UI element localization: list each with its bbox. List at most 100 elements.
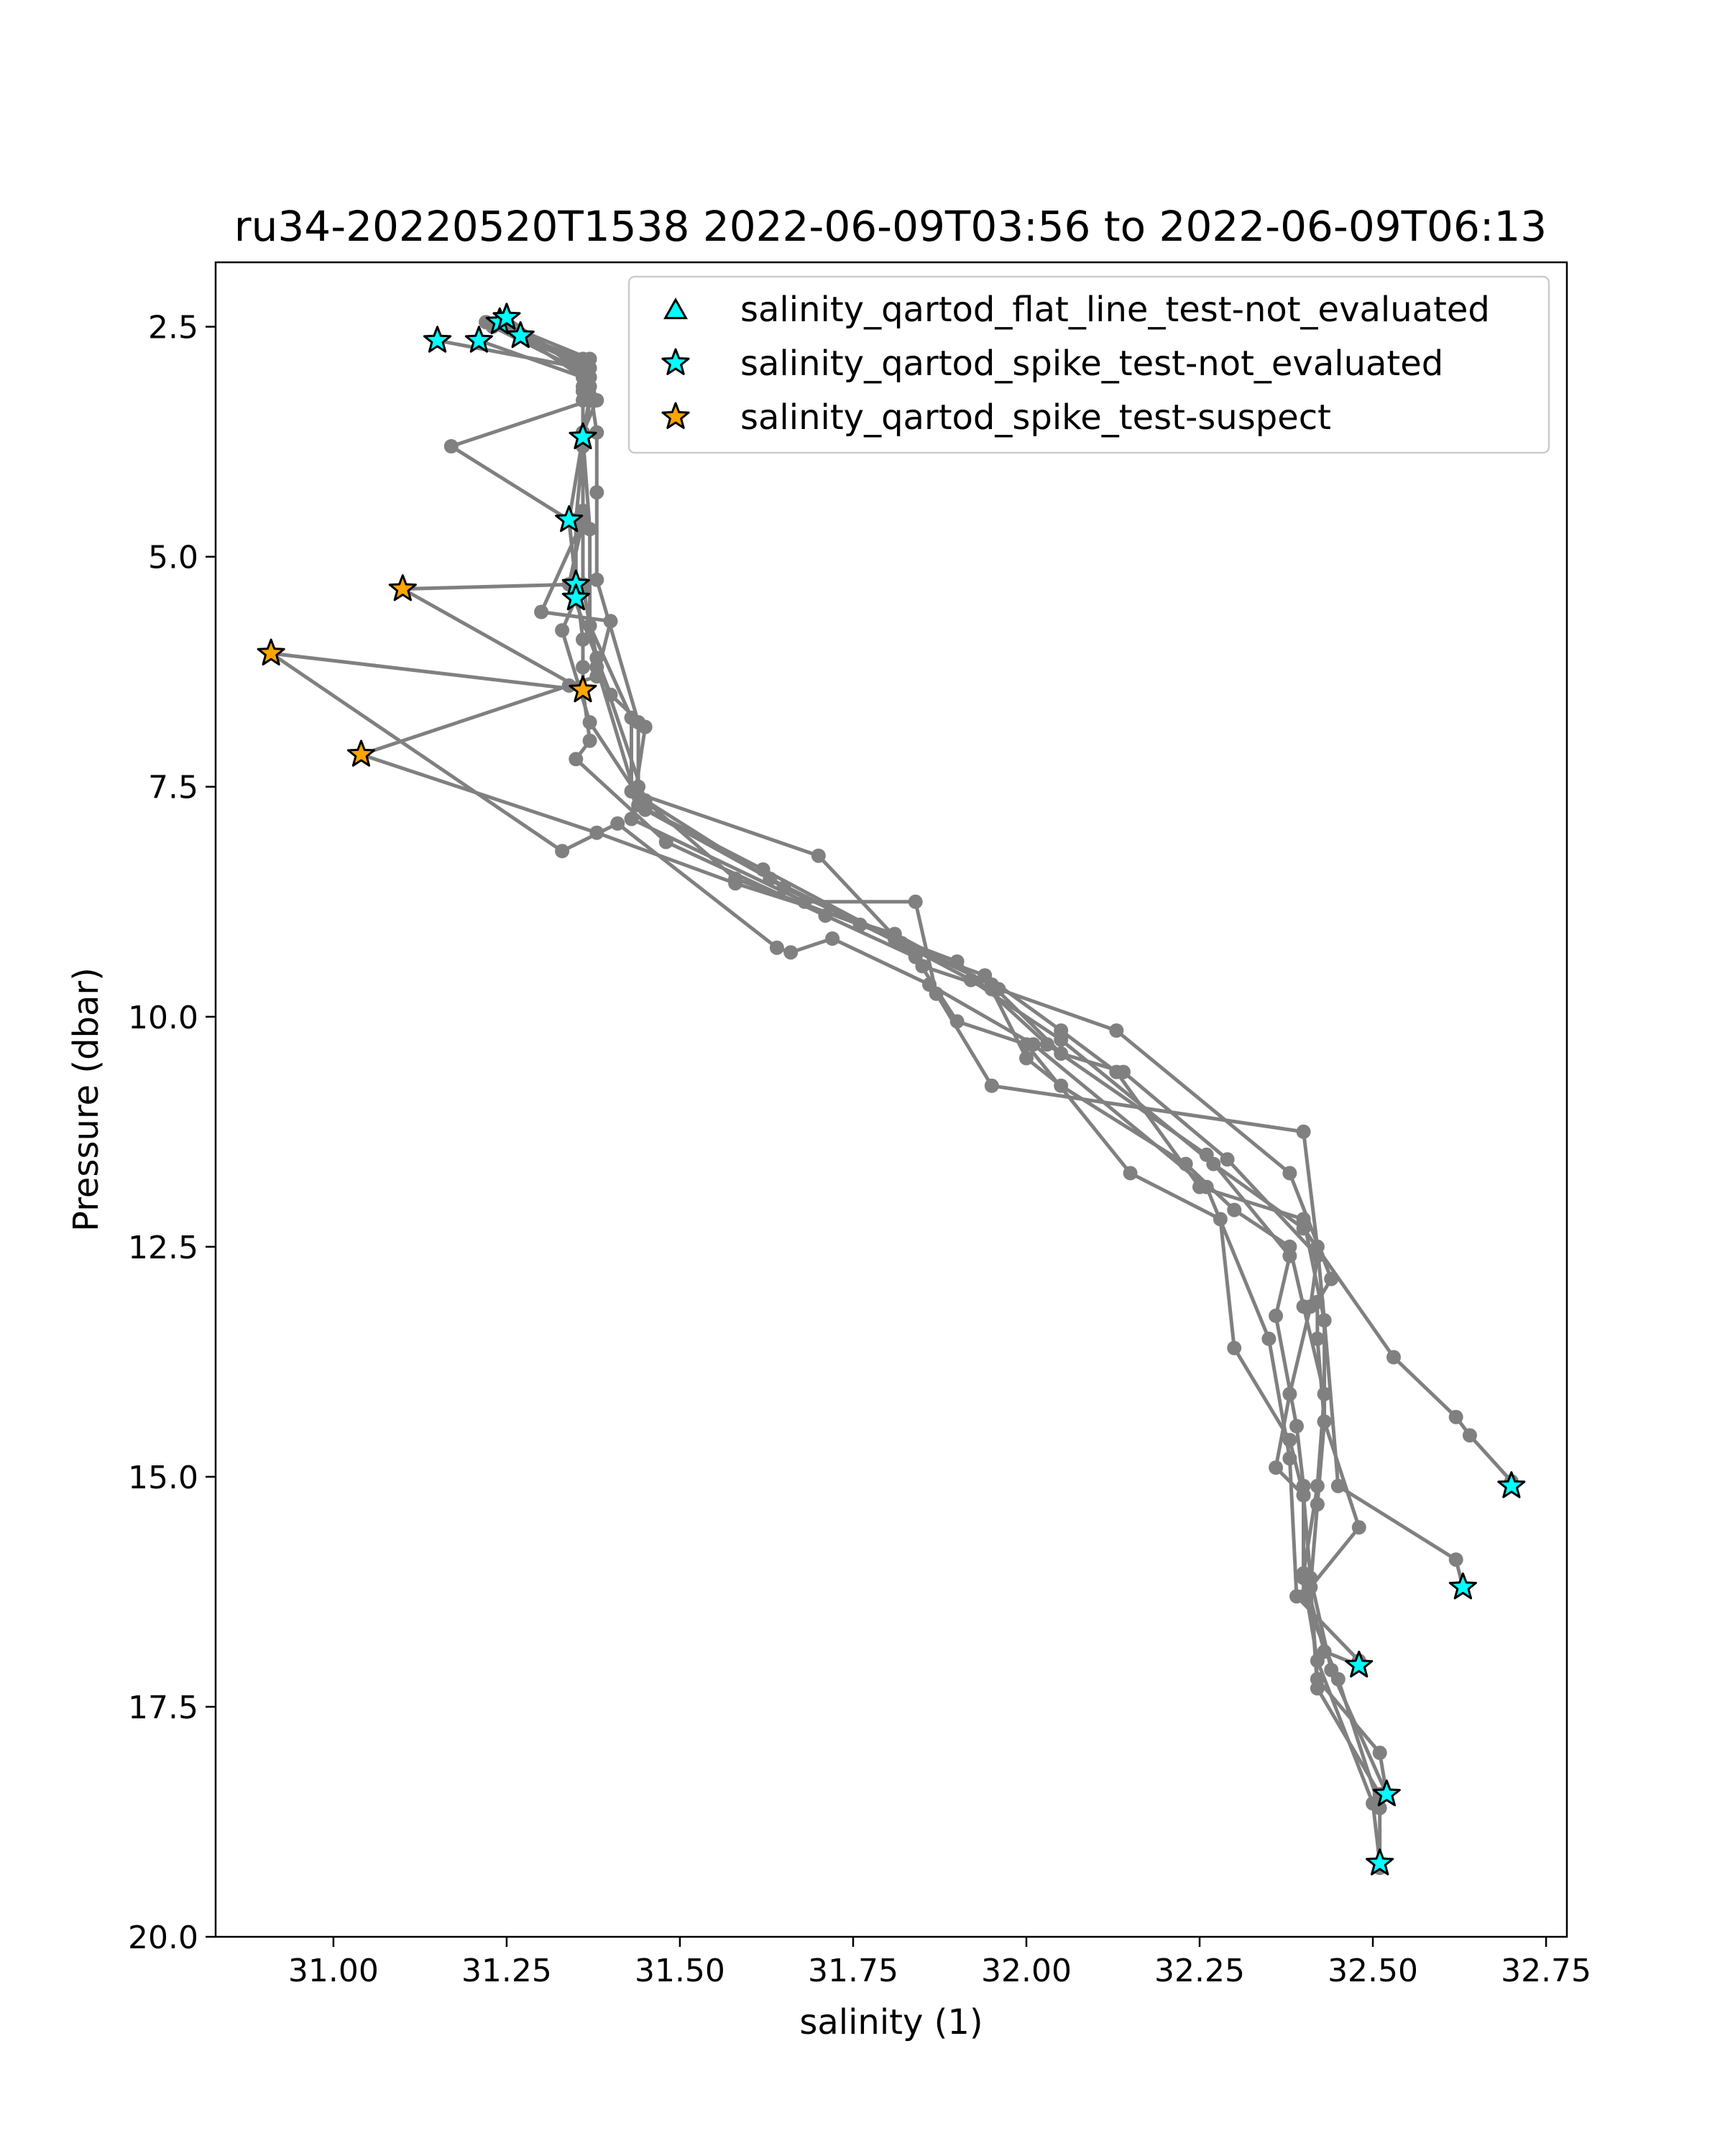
profile-point <box>624 710 639 725</box>
marker-star <box>492 303 521 330</box>
marker-star <box>257 638 285 665</box>
profile-point <box>1199 1179 1214 1194</box>
legend-star-icon <box>661 402 690 429</box>
profile-point <box>1317 1386 1332 1401</box>
x-tick-label: 31.25 <box>461 1953 552 1989</box>
plot-frame <box>214 261 1568 1938</box>
profile-point <box>589 660 604 675</box>
legend-box <box>627 275 1550 454</box>
x-tick-label: 31.50 <box>635 1953 725 1989</box>
profile-point <box>1206 1156 1221 1171</box>
profile-point <box>1109 1023 1124 1038</box>
profile-point <box>1296 1221 1311 1236</box>
plot-area <box>257 303 1526 1876</box>
y-tick-label: 10.0 <box>128 1000 198 1036</box>
profile-point <box>576 370 590 384</box>
marker-star <box>569 675 597 703</box>
profile-point <box>852 917 868 932</box>
profile-point <box>818 908 833 923</box>
y-tick-label: 15.0 <box>128 1460 198 1496</box>
profile-point <box>1220 1152 1235 1167</box>
chart-title: ru34-20220520T1538 2022-06-09T03:56 to 2… <box>234 202 1547 251</box>
profile-point <box>1296 1124 1311 1139</box>
profile-point <box>908 894 923 909</box>
profile-point <box>949 1014 965 1029</box>
legend-star-icon <box>661 348 690 375</box>
x-tick-label: 31.00 <box>288 1953 379 1989</box>
profile-point <box>576 384 590 399</box>
profile-point <box>443 439 459 453</box>
profile-point <box>603 687 618 702</box>
marker-star <box>569 422 597 450</box>
profile-line-8 <box>505 325 1382 1868</box>
profile-points <box>264 310 1519 1875</box>
profile-point <box>1310 1497 1325 1512</box>
legend-entry: salinity_qartod_spike_test-suspect <box>661 397 1331 438</box>
profile-point <box>1324 1271 1339 1286</box>
profile-point <box>638 719 653 734</box>
profile-point <box>1317 1414 1332 1429</box>
profile-point <box>589 485 604 500</box>
profile-point <box>1372 1746 1387 1760</box>
profile-line-5 <box>269 338 1361 1662</box>
profile-point <box>603 614 618 629</box>
profile-point <box>1303 1570 1318 1585</box>
profile-lines <box>269 315 1513 1868</box>
legend-label: salinity_qartod_flat_line_test-not_evalu… <box>740 290 1490 330</box>
profile-point <box>894 936 909 951</box>
profile-point <box>1269 1308 1284 1323</box>
profile-line-9 <box>499 320 1513 1483</box>
legend-label: salinity_qartod_spike_test-not_evaluated <box>740 344 1443 384</box>
marker-star <box>388 574 417 602</box>
profile-point <box>610 816 625 831</box>
profile-line-7 <box>492 325 1389 1795</box>
profile-point <box>769 940 784 955</box>
profile-point <box>569 752 584 767</box>
y-tick-label: 17.5 <box>128 1690 198 1726</box>
marker-star <box>346 740 375 767</box>
profile-point <box>1282 1451 1297 1466</box>
profile-point <box>1213 1212 1228 1227</box>
profile-point <box>797 894 812 909</box>
x-axis: 31.00 31.25 31.50 31.75 32.00 32.25 32.50 32.75 <box>288 1937 1591 1989</box>
marker-star <box>561 583 590 611</box>
legend-label: salinity_qartod_spike_test-suspect <box>740 397 1331 438</box>
profile-point <box>576 660 590 675</box>
profile-point <box>963 972 978 987</box>
profile-point <box>783 945 799 960</box>
profile-point <box>582 618 597 633</box>
profile-point <box>1351 1520 1366 1535</box>
profile-point <box>825 931 840 946</box>
profile-point <box>949 954 965 969</box>
profile-point <box>1310 1681 1325 1696</box>
profile-point <box>582 733 597 748</box>
y-tick-label: 12.5 <box>128 1230 198 1266</box>
profile-point <box>776 880 791 895</box>
marker-star <box>1448 1572 1477 1600</box>
profile-point <box>728 871 743 886</box>
profile-line-1 <box>499 320 1389 1795</box>
profile-point <box>1448 1552 1463 1567</box>
profile-point <box>582 715 597 730</box>
marker-star <box>464 326 493 353</box>
profile-point <box>1282 1248 1297 1263</box>
profile-point <box>1310 1478 1325 1493</box>
profile-point <box>1303 1299 1318 1314</box>
profile-point <box>1116 1064 1131 1079</box>
profile-point <box>631 798 646 813</box>
profile-point <box>922 977 937 992</box>
x-tick-label: 32.00 <box>981 1953 1072 1989</box>
legend: salinity_qartod_flat_line_test-not_evalu… <box>627 275 1550 454</box>
profile-point <box>984 1078 999 1093</box>
marker-star <box>1497 1471 1526 1498</box>
legend-entry: salinity_qartod_flat_line_test-not_evalu… <box>663 290 1490 330</box>
y-tick-label: 2.5 <box>148 310 198 346</box>
profile-point <box>1289 1419 1304 1434</box>
profile-point <box>1054 1078 1069 1093</box>
y-tick-label: 7.5 <box>148 770 198 806</box>
profile-point <box>1178 1156 1193 1171</box>
x-tick-label: 32.75 <box>1501 1953 1591 1989</box>
profile-point <box>1448 1409 1463 1424</box>
y-tick-label: 20.0 <box>128 1920 198 1956</box>
profile-point <box>1227 1202 1242 1217</box>
